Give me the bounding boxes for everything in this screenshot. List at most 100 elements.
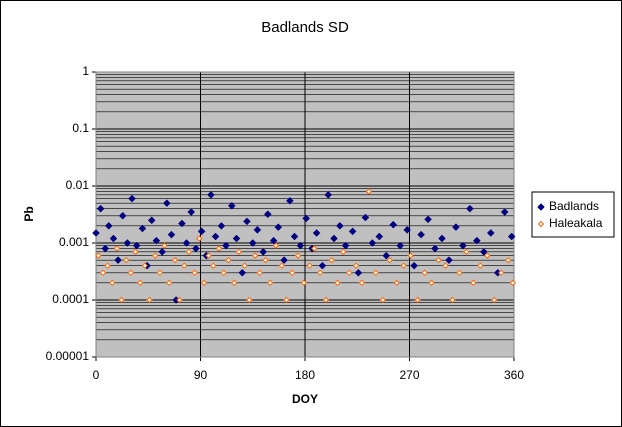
data-point bbox=[263, 210, 272, 219]
y-tick-label: 0.00001 bbox=[46, 349, 90, 363]
data-point bbox=[123, 239, 132, 247]
data-point bbox=[118, 211, 127, 220]
data-point bbox=[316, 269, 324, 277]
data-point bbox=[358, 279, 366, 287]
data-point bbox=[382, 251, 391, 260]
data-point bbox=[207, 190, 215, 199]
data-point bbox=[118, 296, 125, 304]
data-point bbox=[114, 256, 122, 265]
data-point bbox=[294, 252, 302, 259]
x-tick-label: 360 bbox=[504, 368, 524, 382]
data-point bbox=[158, 247, 167, 256]
data-point bbox=[368, 239, 377, 247]
data-point bbox=[182, 239, 191, 247]
data-point bbox=[328, 256, 335, 264]
data-point bbox=[452, 223, 460, 231]
data-point bbox=[269, 236, 278, 245]
data-point bbox=[200, 279, 208, 287]
data-point bbox=[466, 204, 474, 213]
data-point bbox=[262, 256, 269, 264]
legend-marker bbox=[537, 220, 545, 228]
data-point bbox=[341, 241, 350, 250]
data-point bbox=[232, 234, 241, 243]
data-point bbox=[509, 279, 517, 287]
data-point bbox=[335, 221, 344, 230]
data-point bbox=[211, 232, 220, 241]
data-point bbox=[272, 242, 280, 249]
chart-title: Badlands SD bbox=[261, 19, 349, 36]
data-point bbox=[141, 262, 148, 269]
data-point bbox=[210, 262, 217, 269]
data-point bbox=[318, 261, 327, 270]
data-point bbox=[403, 226, 412, 234]
data-point bbox=[431, 244, 439, 253]
data-point bbox=[352, 262, 360, 269]
data-point bbox=[330, 234, 338, 243]
data-point bbox=[251, 252, 259, 259]
data-point bbox=[302, 214, 311, 223]
data-point bbox=[507, 232, 516, 241]
data-point bbox=[389, 220, 398, 229]
data-point bbox=[147, 216, 156, 225]
data-point bbox=[470, 279, 477, 287]
data-point bbox=[104, 262, 111, 269]
data-point bbox=[504, 256, 512, 264]
x-axis-title: DOY bbox=[292, 392, 318, 406]
data-point bbox=[484, 252, 491, 259]
data-point bbox=[345, 269, 353, 277]
data-point bbox=[286, 196, 294, 205]
data-point bbox=[171, 256, 179, 264]
data-point bbox=[438, 234, 446, 243]
data-point bbox=[393, 279, 400, 287]
data-point bbox=[227, 201, 236, 210]
y-tick-label: 0.0001 bbox=[52, 292, 89, 306]
data-point bbox=[417, 230, 425, 239]
data-point bbox=[396, 241, 405, 250]
data-point bbox=[104, 221, 113, 230]
data-point bbox=[181, 262, 188, 269]
data-point bbox=[259, 247, 268, 256]
y-tick-label: 0.001 bbox=[59, 235, 89, 249]
data-point bbox=[324, 190, 333, 199]
data-point bbox=[400, 262, 407, 269]
x-tick-label: 180 bbox=[295, 368, 315, 382]
data-point bbox=[445, 256, 453, 265]
data-point bbox=[274, 223, 283, 231]
data-point bbox=[109, 279, 116, 287]
data-point bbox=[375, 232, 384, 241]
data-point bbox=[96, 204, 105, 213]
data-point bbox=[372, 269, 380, 277]
data-point bbox=[99, 269, 107, 277]
data-point bbox=[197, 227, 206, 236]
data-point bbox=[354, 268, 363, 277]
x-tick-label: 90 bbox=[194, 368, 208, 382]
data-point bbox=[113, 245, 121, 252]
y-tick-label: 0.1 bbox=[72, 121, 89, 135]
data-point bbox=[449, 296, 456, 304]
data-point bbox=[241, 262, 248, 269]
data-point bbox=[479, 247, 488, 256]
data-point bbox=[361, 213, 370, 222]
data-point bbox=[428, 279, 435, 287]
legend-label: Haleakala bbox=[549, 216, 603, 230]
data-point bbox=[192, 244, 200, 253]
data-point bbox=[322, 296, 330, 304]
data-point bbox=[178, 219, 186, 228]
data-point bbox=[167, 230, 176, 239]
data-point bbox=[456, 269, 463, 277]
data-point bbox=[311, 245, 318, 252]
data-point bbox=[306, 262, 313, 269]
data-point bbox=[161, 242, 168, 249]
data-point bbox=[290, 232, 299, 241]
data-point bbox=[414, 296, 421, 304]
data-point bbox=[176, 296, 183, 304]
data-point bbox=[435, 256, 442, 264]
data-point bbox=[424, 215, 432, 224]
data-point bbox=[95, 252, 102, 259]
data-point bbox=[191, 269, 198, 277]
data-point bbox=[128, 194, 136, 203]
data-point bbox=[334, 279, 341, 287]
data-point bbox=[348, 227, 357, 236]
data-point bbox=[266, 279, 274, 287]
